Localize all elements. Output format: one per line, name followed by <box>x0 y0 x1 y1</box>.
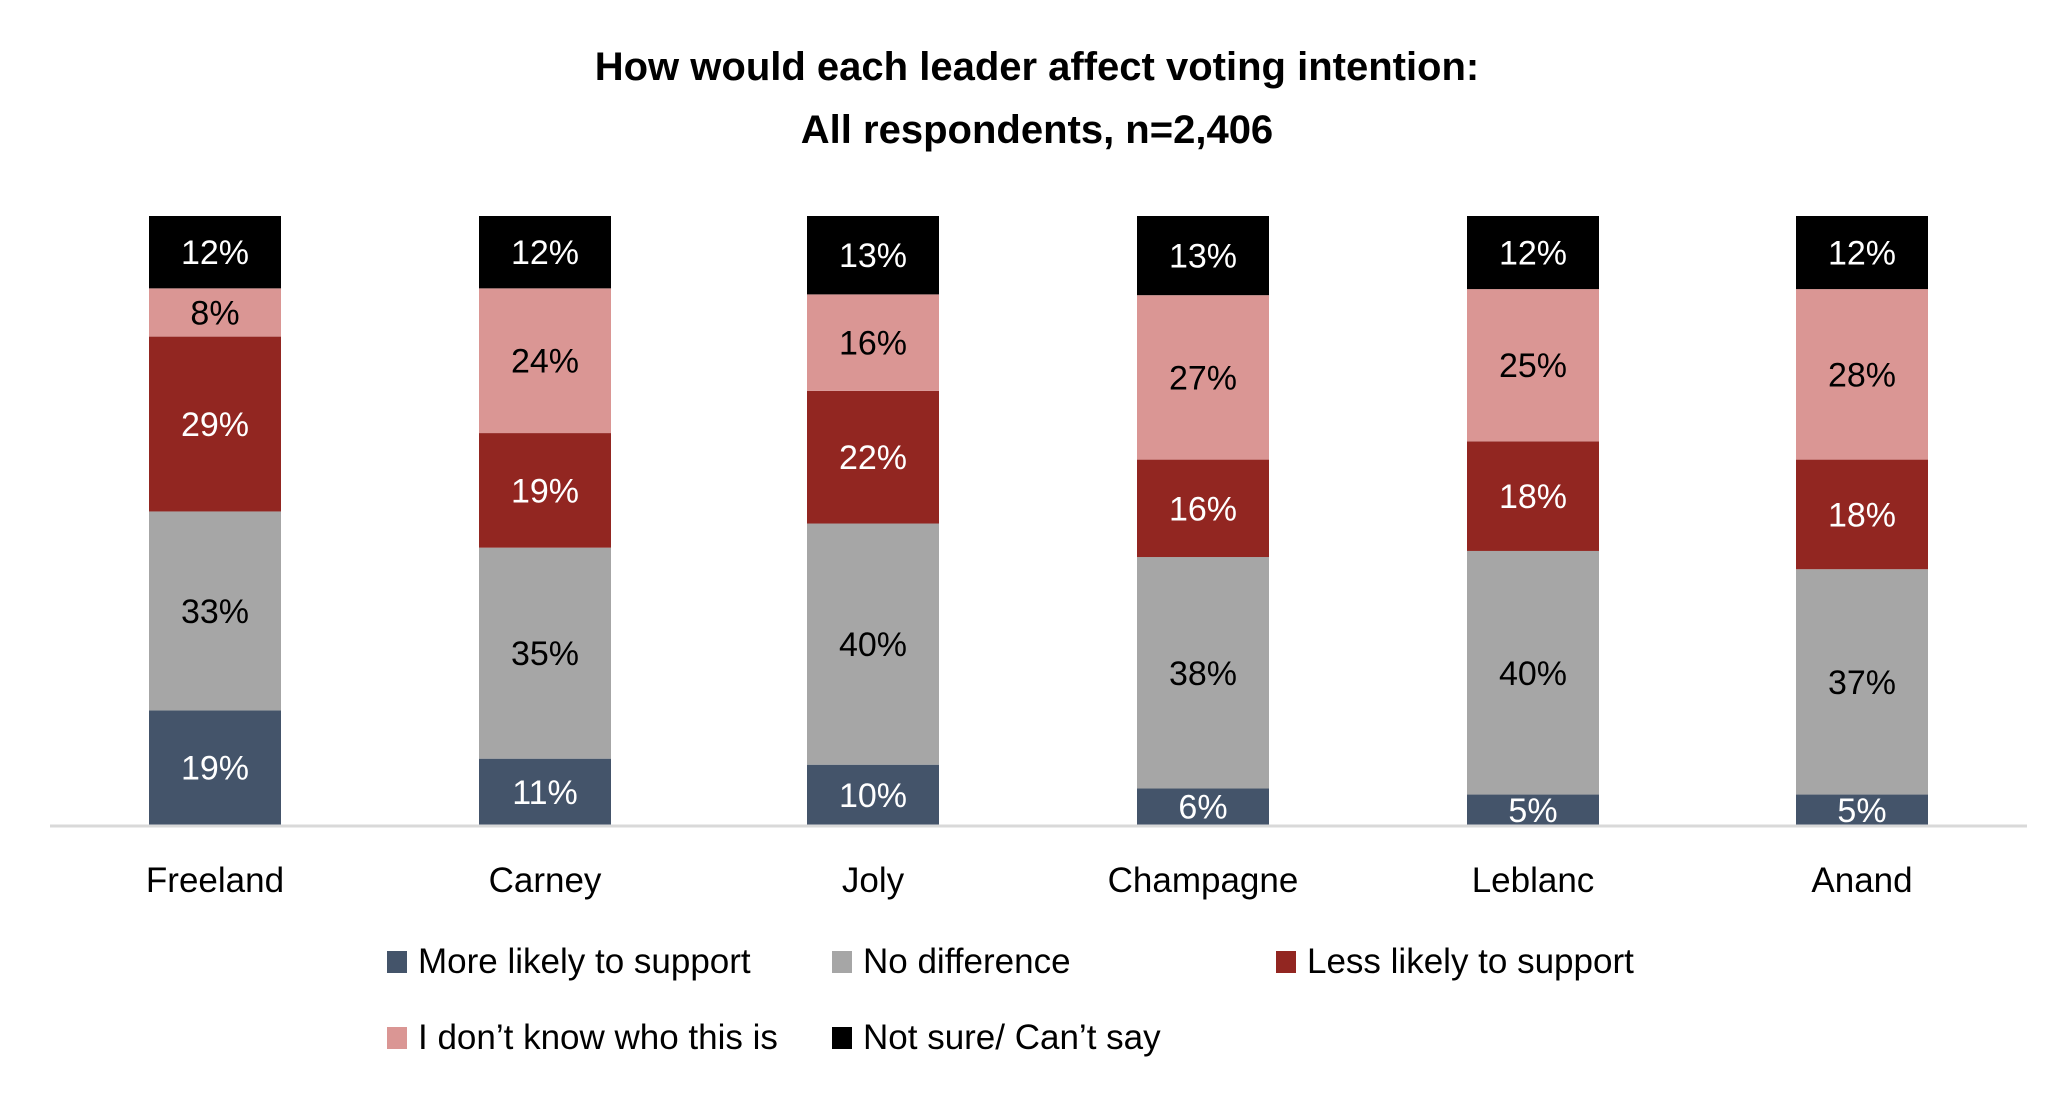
bar-segment <box>1467 441 1599 551</box>
data-label: 37% <box>1828 664 1896 702</box>
data-label: 18% <box>1499 478 1567 516</box>
data-label: 16% <box>1169 490 1237 528</box>
bar-segment <box>1467 794 1599 825</box>
data-label: 29% <box>181 406 249 444</box>
data-label: 40% <box>839 626 907 664</box>
category-label: Anand <box>1811 861 1912 900</box>
data-label: 13% <box>839 237 907 275</box>
legend-label: Not sure/ Can’t say <box>863 1018 1161 1057</box>
category-label: Joly <box>842 861 905 900</box>
bar-segment <box>149 511 281 711</box>
bar-segment <box>479 758 611 825</box>
data-label: 5% <box>1837 792 1886 830</box>
bar-segment <box>807 390 939 524</box>
bar-segment <box>1137 459 1269 558</box>
data-label: 24% <box>511 343 579 381</box>
data-label: 13% <box>1169 238 1237 276</box>
data-label: 40% <box>1499 655 1567 693</box>
legend-swatch <box>387 951 407 973</box>
bar-segment <box>807 523 939 765</box>
bar-segment <box>149 288 281 337</box>
bar-segment <box>1796 289 1928 460</box>
bar-segment <box>1796 216 1928 290</box>
data-label: 11% <box>512 774 578 812</box>
data-label: 6% <box>1178 789 1227 827</box>
data-label: 5% <box>1508 792 1557 830</box>
data-label: 18% <box>1828 496 1896 534</box>
bar-segment <box>1467 289 1599 442</box>
legend-item: No difference <box>832 942 1071 981</box>
data-label: 22% <box>839 439 907 477</box>
category-label: Leblanc <box>1472 861 1595 900</box>
bar-segment <box>807 216 939 295</box>
bar-segment <box>1796 569 1928 795</box>
data-label: 38% <box>1169 655 1237 693</box>
bar-segment <box>1137 295 1269 460</box>
data-label: 35% <box>511 635 579 673</box>
data-label: 28% <box>1828 356 1896 394</box>
legend-item: I don’t know who this is <box>387 1018 778 1057</box>
legend-swatch <box>832 1027 852 1049</box>
legend-item: Not sure/ Can’t say <box>832 1018 1161 1057</box>
category-label: Carney <box>489 861 602 900</box>
data-label: 19% <box>511 472 579 510</box>
data-label: 19% <box>181 750 249 788</box>
bar-segment <box>1137 557 1269 789</box>
bar-segment <box>1796 459 1928 570</box>
data-label: 16% <box>839 325 907 363</box>
bar-segment <box>479 216 611 289</box>
legend-label: Less likely to support <box>1307 942 1634 981</box>
legend-label: No difference <box>863 942 1071 981</box>
data-label: 25% <box>1499 347 1567 385</box>
data-label: 27% <box>1169 359 1237 397</box>
bar-segment <box>807 764 939 825</box>
data-label: 12% <box>1499 235 1567 273</box>
bar-segment <box>1467 550 1599 795</box>
bar-segment <box>149 710 281 825</box>
bar-segment <box>1467 216 1599 290</box>
legend-item: More likely to support <box>387 942 751 981</box>
bar-segment <box>479 288 611 434</box>
chart-subtitle: All respondents, n=2,406 <box>801 108 1273 152</box>
bar-segment <box>807 294 939 391</box>
bar-segment <box>479 547 611 759</box>
legend-label: I don’t know who this is <box>418 1018 778 1057</box>
legend-item: Less likely to support <box>1276 942 1634 981</box>
data-label: 12% <box>1828 235 1896 273</box>
legend-swatch <box>387 1027 407 1049</box>
bar-segment <box>479 433 611 548</box>
data-label: 12% <box>181 234 249 272</box>
bar-segment <box>149 336 281 512</box>
chart-title: How would each leader affect voting inte… <box>595 45 1480 89</box>
category-label: Champagne <box>1108 861 1299 900</box>
bar-segment <box>1137 216 1269 296</box>
data-label: 10% <box>839 777 907 815</box>
data-label: 12% <box>511 234 579 272</box>
bar-segment <box>1137 788 1269 825</box>
bar-segment <box>1796 794 1928 825</box>
category-label: Freeland <box>146 861 284 900</box>
legend-swatch <box>832 951 852 973</box>
bar-segment <box>149 216 281 289</box>
data-label: 33% <box>181 593 249 631</box>
legend-swatch <box>1276 951 1296 973</box>
data-label: 8% <box>190 294 239 332</box>
legend-label: More likely to support <box>418 942 751 981</box>
